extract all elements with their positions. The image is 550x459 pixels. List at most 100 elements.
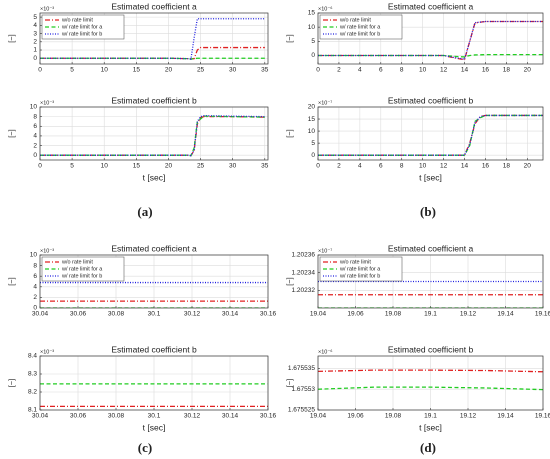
- legend-box: [41, 14, 125, 40]
- panel-label: (c): [138, 440, 152, 455]
- y-tick-label: 8: [33, 113, 37, 120]
- x-tick-label: 30.06: [70, 413, 87, 420]
- y-tick-label: 1.67553: [292, 386, 316, 393]
- legend-label: w/o rate limit: [339, 17, 371, 23]
- legend-label: w/ rate limit for a: [339, 266, 381, 272]
- y-exponent: ×10⁻³: [40, 6, 54, 12]
- x-tick-label: 35: [261, 67, 269, 74]
- y-axis-label: [−]: [285, 277, 294, 286]
- y-axis-label: [−]: [7, 277, 16, 286]
- x-tick-label: 30.08: [108, 413, 125, 420]
- y-tick-label: 20: [308, 104, 316, 111]
- x-tick-label: 20: [524, 163, 532, 170]
- legend-label: w/ rate limit for a: [61, 24, 103, 30]
- chart-title: Estimated coefficient b: [388, 95, 474, 105]
- x-tick-label: 30.12: [184, 311, 201, 318]
- x-tick-label: 30.1: [148, 311, 161, 318]
- x-tick-label: 15: [133, 163, 141, 170]
- x-tick-label: 19.08: [385, 413, 402, 420]
- y-tick-label: 8.3: [28, 371, 37, 378]
- x-tick-label: 30.14: [222, 311, 239, 318]
- y-tick-label: 1.20236: [292, 252, 316, 259]
- x-tick-label: 12: [440, 163, 448, 170]
- y-tick-label: 2: [33, 142, 37, 149]
- chart-title: Estimated coefficient a: [388, 1, 474, 11]
- axes-frame: [39, 254, 269, 309]
- plot-area: [40, 107, 268, 160]
- y-tick-label: 10: [308, 128, 316, 135]
- y-tick-label: 8.4: [28, 353, 37, 360]
- x-tick-label: 25: [197, 67, 205, 74]
- x-tick-label: 30.1: [148, 413, 161, 420]
- x-tick-label: 8: [400, 163, 404, 170]
- x-tick-label: 30.04: [32, 311, 49, 318]
- y-tick-label: 1.675535: [288, 365, 315, 372]
- legend-box: [319, 256, 403, 282]
- legend-label: w/ rate limit for b: [339, 273, 380, 279]
- x-tick-label: 20: [165, 67, 173, 74]
- x-tick-label: 10: [419, 67, 427, 74]
- x-tick-label: 19.06: [347, 311, 364, 318]
- x-tick-label: 18: [503, 163, 511, 170]
- data-line: [318, 20, 543, 60]
- x-tick-label: 15: [133, 67, 141, 74]
- y-tick-label: 4: [33, 284, 37, 291]
- chart-title: Estimated coefficient b: [111, 95, 197, 105]
- y-tick-label: 2: [33, 39, 37, 46]
- y-tick-label: 1: [33, 47, 37, 54]
- data-line: [40, 18, 265, 60]
- y-tick-label: 1.675525: [288, 407, 315, 414]
- x-tick-label: 4: [358, 67, 362, 74]
- y-tick-label: 0: [33, 152, 37, 159]
- legend-label: w/o rate limit: [339, 259, 371, 265]
- x-tick-label: 35: [261, 163, 269, 170]
- x-tick-label: 6: [379, 67, 383, 74]
- legend-label: w/ rate limit for b: [339, 31, 380, 37]
- y-axis-label: [−]: [285, 129, 294, 138]
- chart-title: Estimated coefficient a: [388, 243, 474, 253]
- y-exponent: ×10⁻⁷: [318, 247, 332, 254]
- y-axis-label: [−]: [285, 34, 294, 43]
- x-tick-label: 30.04: [32, 413, 49, 420]
- legend-label: w/o rate limit: [61, 259, 93, 265]
- x-tick-label: 14: [461, 67, 469, 74]
- x-tick-label: 0: [38, 67, 42, 74]
- x-tick-label: 4: [358, 163, 362, 170]
- x-tick-label: 18: [503, 67, 511, 74]
- data-line: [40, 46, 265, 60]
- x-tick-label: 5: [70, 67, 74, 74]
- x-axis-label: t [sec]: [419, 172, 442, 182]
- data-line: [318, 369, 543, 373]
- axes-frame: [39, 106, 269, 161]
- data-line: [40, 57, 265, 60]
- x-axis-label: t [sec]: [143, 172, 166, 182]
- axes-frame: [317, 106, 544, 161]
- y-axis-label: [−]: [7, 379, 16, 388]
- y-tick-label: 6: [33, 273, 37, 280]
- legend-label: w/ rate limit for a: [339, 24, 381, 30]
- y-exponent: ×10⁻⁶: [318, 348, 333, 355]
- x-axis-label: t [sec]: [143, 422, 166, 432]
- legend-label: w/ rate limit for b: [61, 31, 102, 37]
- x-tick-label: 19.06: [347, 413, 364, 420]
- legend-label: w/ rate limit for b: [61, 273, 102, 279]
- x-tick-label: 19.12: [460, 413, 477, 420]
- axes-frame: [39, 355, 269, 411]
- x-tick-label: 5: [70, 163, 74, 170]
- x-tick-label: 30.06: [70, 311, 87, 318]
- x-tick-label: 10: [101, 163, 109, 170]
- chart-title: Estimated coefficient b: [388, 344, 474, 354]
- y-axis-label: [−]: [7, 34, 16, 43]
- x-tick-label: 30: [229, 163, 237, 170]
- y-exponent: ×10⁻⁷: [318, 99, 332, 106]
- x-tick-label: 19.08: [385, 311, 402, 318]
- x-tick-label: 0: [38, 163, 42, 170]
- y-tick-label: 6: [33, 123, 37, 130]
- x-tick-label: 2: [337, 163, 341, 170]
- y-tick-label: 8.1: [28, 407, 37, 414]
- axes-frame: [317, 355, 544, 411]
- x-tick-label: 19.04: [310, 311, 327, 318]
- panel-label: (d): [420, 440, 436, 455]
- panel-label: (b): [420, 204, 436, 219]
- y-tick-label: 4: [33, 133, 37, 140]
